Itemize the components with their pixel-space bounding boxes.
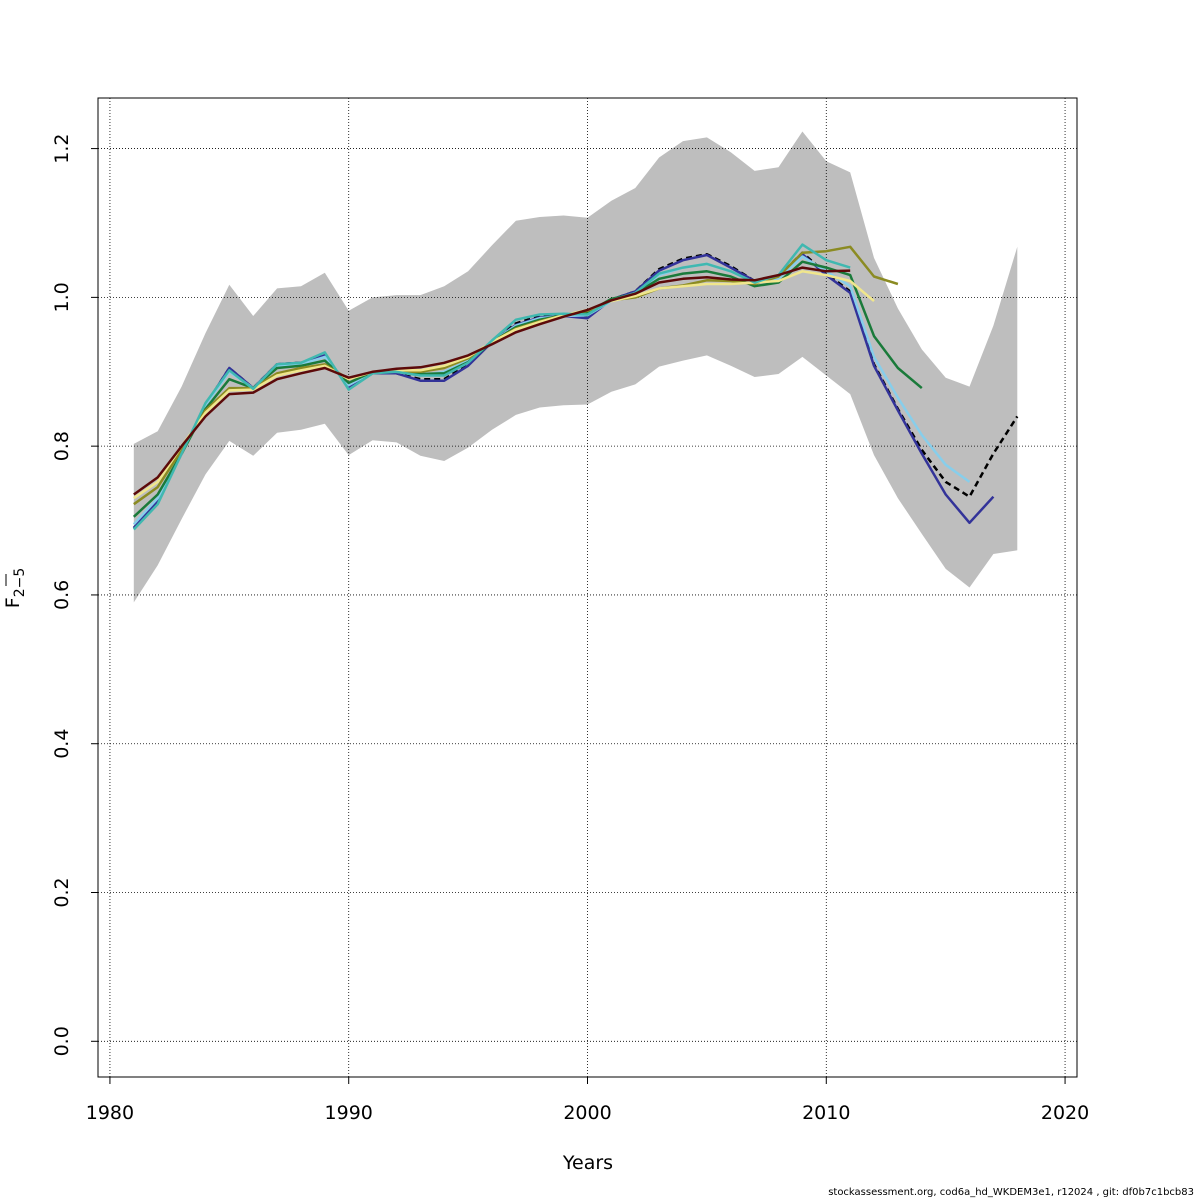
y-tick-label: 0.2 xyxy=(51,877,73,907)
y-axis-title: F2−5 xyxy=(2,568,28,608)
x-tick-label: 1990 xyxy=(325,1102,373,1124)
series-line-7 xyxy=(132,243,851,531)
x-tick-label: 1980 xyxy=(86,1102,134,1124)
y-tick-label: 0.8 xyxy=(51,431,73,461)
y-axis: 0.0 0.2 0.4 0.6 0.8 1.0 1.2 xyxy=(51,133,99,1056)
footer-source: stockassessment.org, cod6a_hd_WKDEM3e1, … xyxy=(828,1187,1194,1198)
confidence-band xyxy=(133,131,1018,603)
series-line-6 xyxy=(133,270,875,500)
svg-text:F2−5: F2−5 xyxy=(2,568,28,608)
x-tick-label: 2010 xyxy=(802,1102,850,1124)
x-axis: 1980 1990 2000 2010 2020 xyxy=(86,1076,1089,1124)
x-axis-title: Years xyxy=(562,1152,613,1174)
y-tick-label: 1.0 xyxy=(51,282,73,312)
grid-layer xyxy=(98,98,1077,1077)
y-axis-title-sub: 2−5 xyxy=(12,568,28,598)
y-tick-label: 0.0 xyxy=(51,1026,73,1056)
x-tick-label: 2020 xyxy=(1041,1102,1089,1124)
y-tick-label: 0.4 xyxy=(51,729,73,759)
confidence-band-layer xyxy=(133,131,1018,603)
series-layer xyxy=(132,243,1019,531)
x-tick-label: 2000 xyxy=(563,1102,611,1124)
y-tick-label: 1.2 xyxy=(51,133,73,163)
y-axis-title-main: F xyxy=(2,597,24,608)
series-line-8 xyxy=(133,266,851,496)
y-tick-label: 0.6 xyxy=(51,580,73,610)
